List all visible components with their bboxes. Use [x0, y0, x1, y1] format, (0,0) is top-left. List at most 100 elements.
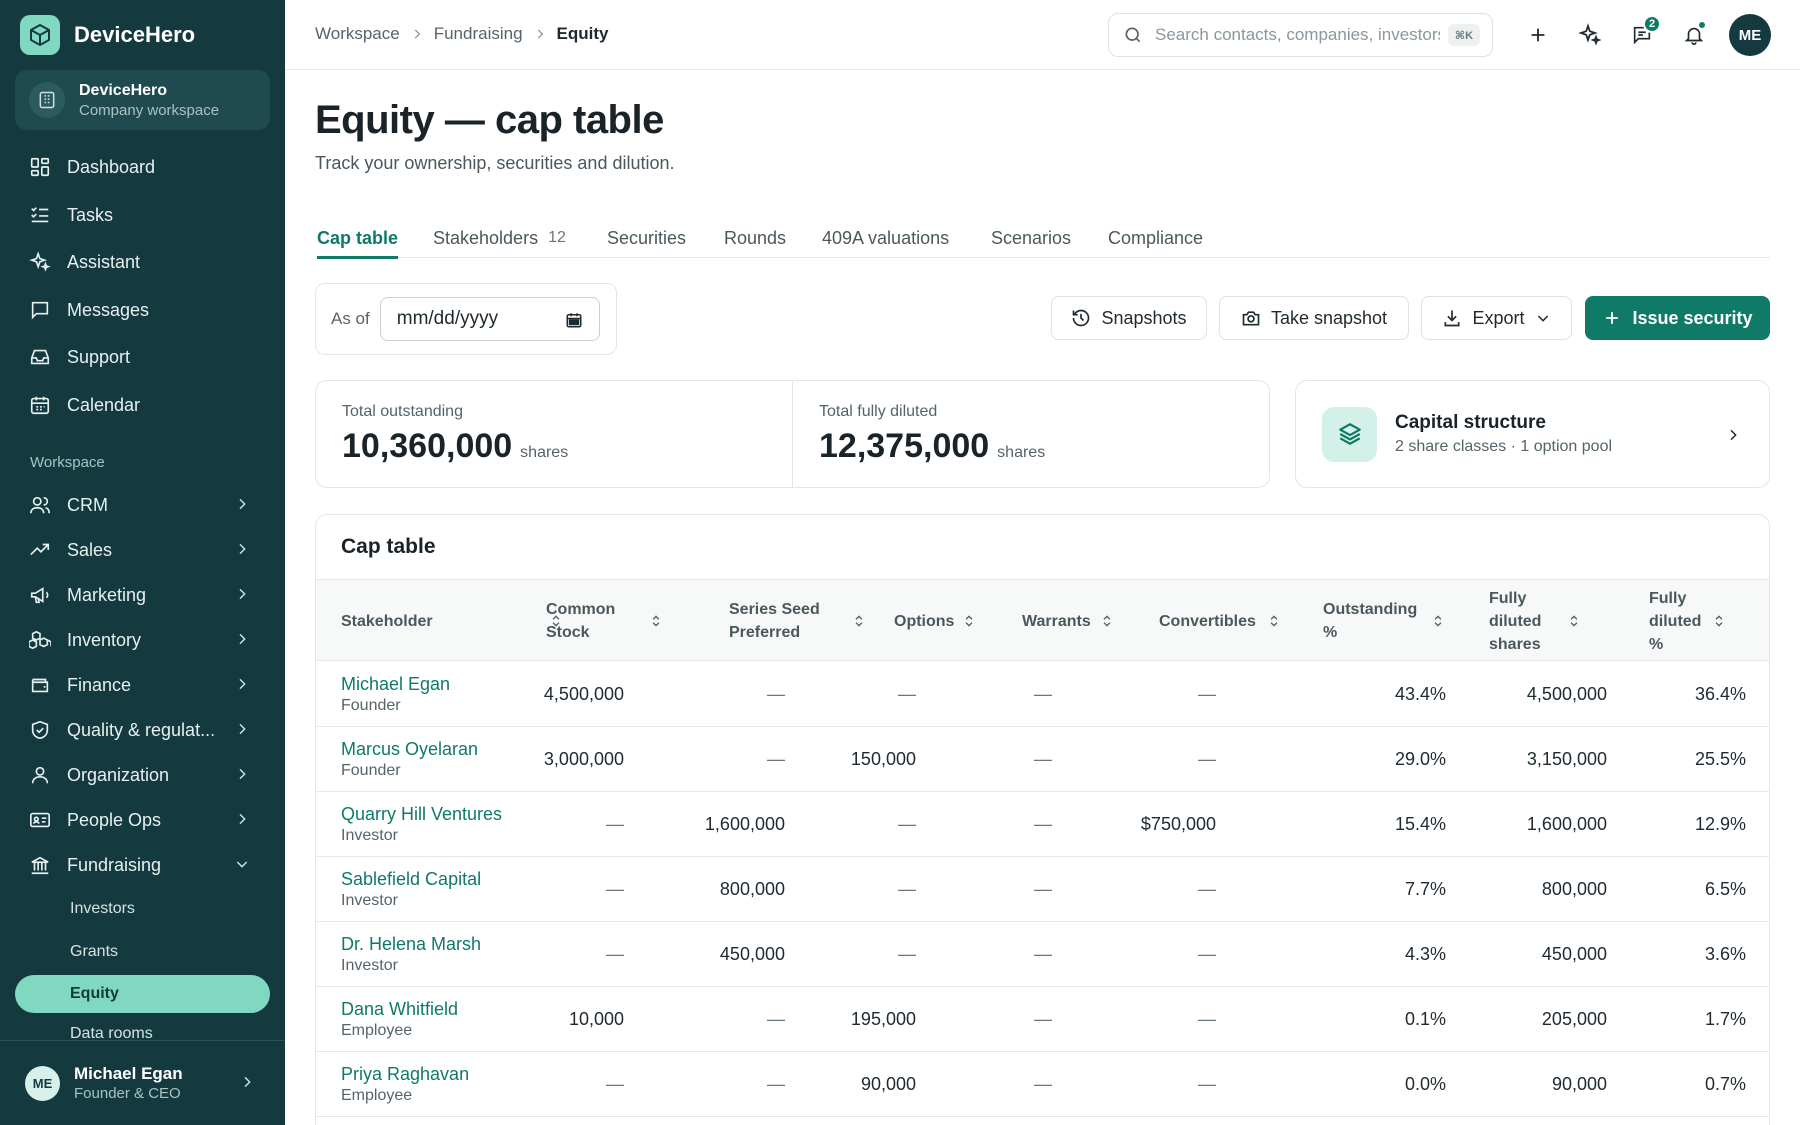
nav-messages[interactable]: Messages — [15, 290, 270, 330]
as-of-date-input[interactable]: mm/dd/yyyy — [379, 297, 600, 341]
col-fully-diluted-shares-header[interactable]: Fully diluted shares — [1489, 580, 1581, 662]
export-button[interactable]: Export — [1421, 296, 1572, 340]
nav-data-rooms[interactable]: Data rooms — [70, 1025, 153, 1042]
col-options-header[interactable]: Options — [894, 580, 976, 662]
id-card-icon — [30, 812, 50, 828]
convertibles-cell: $750,000 — [1140, 814, 1216, 834]
nav-dashboard[interactable]: Dashboard — [15, 147, 270, 187]
col-warrants-header[interactable]: Warrants — [1022, 580, 1114, 662]
snapshots-button[interactable]: Snapshots — [1051, 296, 1207, 340]
nav-people-ops[interactable]: People Ops — [15, 800, 270, 840]
col-common-stock-header[interactable]: Common Stock — [546, 580, 663, 662]
tab-label: Scenarios — [991, 227, 1072, 248]
issue-security-button[interactable]: Issue security — [1585, 296, 1770, 340]
stakeholder-cell: Quarry Hill Ventures Investor — [341, 792, 502, 857]
nav-sales[interactable]: Sales — [15, 530, 270, 570]
date-placeholder: mm/dd/yyyy — [396, 308, 499, 329]
column-label: Series Seed Preferred — [729, 601, 820, 641]
bell-icon — [1684, 27, 1704, 45]
series-seed-preferred-cell: 1,600,000 — [704, 814, 785, 834]
breadcrumb-equity: Equity — [556, 24, 609, 43]
stakeholder-name-link[interactable]: Marcus Oyelaran — [341, 739, 479, 759]
nav-organization[interactable]: Organization — [15, 755, 270, 795]
table-row: Quarry Hill Ventures Investor — 1,600,000 — —… — [316, 792, 1769, 857]
tab-cap-table[interactable]: Cap table — [317, 218, 399, 259]
breadcrumb: Workspace Fundraising Equity — [315, 24, 609, 44]
tab-scenarios[interactable]: Scenarios — [991, 218, 1071, 258]
convertibles-cell: — — [1198, 684, 1216, 704]
nav-investors[interactable]: Investors — [70, 900, 135, 917]
tab-label: 409A valuations — [822, 227, 950, 248]
global-search[interactable]: ⌘K — [1108, 13, 1493, 57]
stakeholder-name-link[interactable]: Dana Whitfield — [341, 999, 459, 1019]
col-outstanding-pct-header[interactable]: Outstanding % — [1323, 580, 1445, 662]
nav-tasks[interactable]: Tasks — [15, 195, 270, 235]
fully-diluted-shares-cell: 4,500,000 — [1526, 684, 1607, 704]
nav-finance[interactable]: Finance — [15, 665, 270, 705]
nav-marketing[interactable]: Marketing — [15, 575, 270, 615]
brand[interactable]: DeviceHero — [20, 15, 195, 55]
nav-fundraising[interactable]: Fundraising — [15, 845, 270, 885]
stakeholder-name-link[interactable]: Sablefield Capital — [341, 869, 482, 889]
table-row: Sablefield Capital Investor — 800,000 — — — 7.7… — [316, 857, 1769, 922]
tab-label: Stakeholders — [433, 227, 539, 248]
user-menu[interactable]: ME Michael Egan Founder & CEO — [0, 1040, 285, 1125]
calendar-icon[interactable] — [565, 311, 583, 329]
take-snapshot-button[interactable]: Take snapshot — [1219, 296, 1409, 340]
col-stakeholder-header[interactable]: Stakeholder — [341, 580, 563, 662]
nav-quality-regulatory[interactable]: Quality & regulat... — [15, 710, 270, 750]
nav-equity[interactable]: Equity — [15, 975, 270, 1013]
search-input[interactable] — [1155, 25, 1440, 45]
breadcrumb-workspace[interactable]: Workspace — [315, 24, 400, 43]
assistant-button[interactable] — [1575, 20, 1605, 50]
create-button[interactable] — [1523, 20, 1553, 50]
notifications-button[interactable] — [1679, 20, 1709, 50]
nav-inventory[interactable]: Inventory — [15, 620, 270, 660]
stakeholder-name-link[interactable]: Priya Raghavan — [341, 1064, 470, 1084]
nav-calendar[interactable]: Calendar — [15, 385, 270, 425]
chevron-right-icon — [239, 588, 246, 600]
tab-securities[interactable]: Securities — [607, 218, 686, 258]
stakeholder-name-link[interactable]: Michael Egan — [341, 674, 451, 694]
table-row: Michael Egan Founder 4,500,000 — — — — 43.4% 4,5… — [316, 662, 1769, 727]
profile-avatar[interactable]: ME — [1729, 14, 1771, 56]
capital-structure-card[interactable]: Capital structure 2 share classes · 1 op… — [1295, 380, 1770, 488]
sort-icon — [552, 615, 560, 627]
stakeholder-name-link[interactable]: Dr. Helena Marsh — [341, 934, 482, 954]
sort-icon — [965, 615, 973, 627]
column-label: Options — [894, 612, 955, 630]
nav-label: Organization — [67, 764, 170, 785]
nav-support[interactable]: Support — [15, 337, 270, 377]
chevron-down-icon — [236, 861, 248, 868]
chevron-right-icon — [239, 813, 246, 825]
take-snapshot-label: Take snapshot — [1270, 307, 1388, 328]
tab-bar: Cap table Stakeholders 12 Securities Rou… — [315, 210, 1770, 259]
warrants-cell: — — [1034, 879, 1052, 899]
warrants-cell: — — [1034, 1074, 1052, 1094]
col-series-seed-preferred-header[interactable]: Series Seed Preferred — [729, 580, 866, 662]
download-icon — [1444, 310, 1460, 327]
stakeholder-role: Employee — [341, 1022, 413, 1039]
tab-409a-valuations[interactable]: 409A valuations — [822, 218, 949, 258]
nav-assistant[interactable]: Assistant — [15, 242, 270, 282]
tab-stakeholders[interactable]: Stakeholders 12 — [433, 218, 566, 258]
messages-button[interactable]: 2 — [1627, 15, 1661, 50]
tab-compliance[interactable]: Compliance — [1108, 218, 1203, 258]
nav-grants[interactable]: Grants — [70, 943, 119, 960]
tab-label: Securities — [607, 227, 687, 248]
sort-icon — [1103, 615, 1111, 627]
series-seed-preferred-cell: — — [767, 749, 785, 769]
chevron-right-icon — [239, 543, 246, 555]
breadcrumb-fundraising[interactable]: Fundraising — [433, 24, 523, 43]
stakeholder-cell: Priya Raghavan Employee — [341, 1052, 469, 1117]
workspace-switcher[interactable]: DeviceHero Company workspace — [15, 70, 270, 130]
workspace-name: DeviceHero — [79, 81, 168, 99]
nav-label: Dashboard — [67, 156, 156, 177]
fully-diluted-pct-cell: 3.6% — [1704, 944, 1746, 964]
col-fully-diluted-pct-header[interactable]: Fully diluted % — [1649, 580, 1726, 662]
nav-crm[interactable]: CRM — [15, 485, 270, 525]
stakeholder-name-link[interactable]: Quarry Hill Ventures — [341, 804, 503, 824]
tab-rounds[interactable]: Rounds — [724, 218, 786, 258]
col-convertibles-header[interactable]: Convertibles — [1159, 580, 1281, 662]
table-row: Dr. Helena Marsh Investor — 450,000 — — — 4.3% 4… — [316, 922, 1769, 987]
